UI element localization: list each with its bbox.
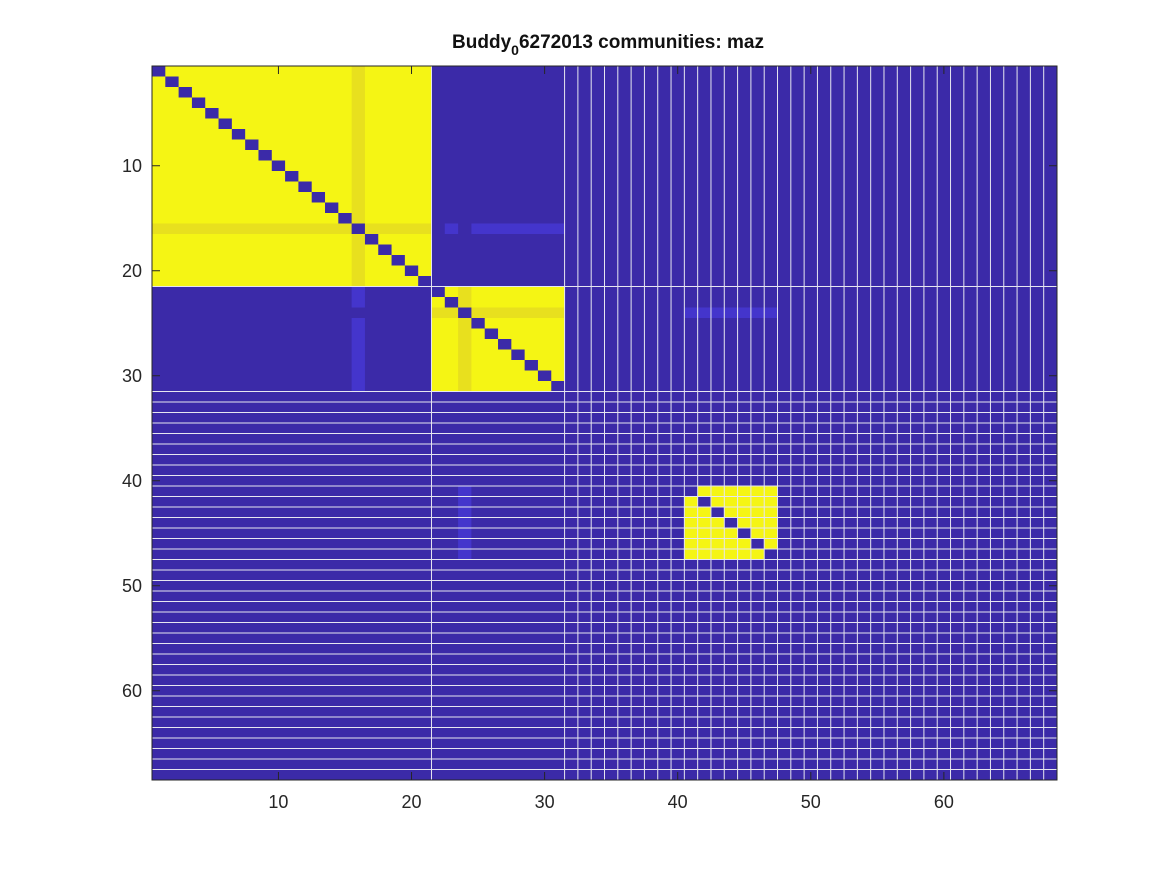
diagonal-cell	[551, 381, 565, 392]
diagonal-cell	[1003, 738, 1018, 749]
diagonal-cell	[444, 297, 459, 308]
diagonal-cell	[990, 727, 1004, 738]
diagonal-cell	[218, 118, 232, 129]
y-tick-label: 40	[122, 471, 142, 491]
highlight-row-strip-4-1	[684, 307, 778, 318]
diagonal-cell	[524, 360, 538, 371]
diagonal-cell	[591, 412, 605, 423]
diagonal-cell	[817, 591, 831, 602]
y-axis: 10 20 30 40 50 60	[122, 156, 1057, 701]
diagonal-cell	[977, 717, 991, 728]
diagonal-cell	[458, 307, 472, 318]
diagonal-cell	[790, 570, 805, 581]
diagonal-cell	[830, 601, 845, 612]
diagonal-cell	[897, 654, 911, 665]
diagonal-cell	[325, 202, 339, 213]
diagonal-cell	[657, 465, 672, 476]
diagonal-cell	[338, 213, 352, 224]
diagonal-cell	[152, 66, 166, 77]
highlight-row-strip-2-1	[431, 307, 565, 318]
highlight-col-strip-3-1	[351, 286, 365, 308]
y-tick-label: 60	[122, 681, 142, 701]
diagonal-cell	[378, 244, 392, 255]
x-tick-label: 30	[535, 792, 555, 812]
diagonal-cell	[777, 559, 791, 570]
chart-title-subscript: 0	[511, 42, 519, 58]
diagonal-cell	[883, 643, 898, 654]
chart-title-rest: 6272013 communities: maz	[519, 32, 764, 53]
diagonal-cell	[724, 517, 738, 528]
diagonal-cell	[191, 97, 206, 108]
diagonal-cell	[963, 706, 978, 717]
diagonal-cell	[750, 538, 765, 549]
highlight-row-strip-1-1	[152, 223, 432, 234]
highlight-col-strip-2-1	[458, 286, 472, 392]
diagonal-cell	[245, 139, 259, 150]
diagonal-cell	[577, 402, 592, 413]
diagonal-cell	[684, 486, 698, 497]
diagonal-cell	[404, 265, 419, 276]
diagonal-cell	[258, 150, 272, 161]
diagonal-cell	[391, 255, 405, 266]
x-tick-label: 40	[668, 792, 688, 812]
diagonal-cell	[364, 234, 379, 245]
diagonal-cell	[205, 108, 219, 119]
diagonal-cell	[285, 171, 299, 182]
diagonal-cell	[631, 444, 645, 455]
diagonal-cell	[431, 286, 445, 297]
diagonal-cell	[617, 433, 632, 444]
x-axis: 10 20 30 40 50 60	[268, 66, 954, 812]
diagonal-cell	[644, 454, 658, 465]
diagonal-cell	[471, 318, 485, 329]
x-tick-label: 60	[934, 792, 954, 812]
diagonal-cell	[857, 622, 871, 633]
diagonal-cell	[844, 612, 858, 623]
x-tick-label: 10	[268, 792, 288, 812]
diagonal-cell	[178, 87, 192, 98]
highlight-row-strip-3-1	[444, 223, 459, 234]
diagonal-cell	[804, 580, 818, 591]
highlight-row-strip-3-2	[471, 223, 565, 234]
diagonal-cell	[910, 664, 924, 675]
diagonal-cell	[165, 76, 179, 87]
chart-title: Buddy06272013 communities: maz	[452, 32, 764, 58]
y-tick-label: 20	[122, 261, 142, 281]
diagonal-cell	[351, 223, 365, 234]
diagonal-cell	[710, 507, 725, 518]
diagonal-cell	[1017, 748, 1031, 759]
x-tick-label: 20	[402, 792, 422, 812]
diagonal-cell	[1043, 769, 1057, 780]
community-separators	[152, 66, 1057, 780]
diagonal-cell	[671, 475, 685, 486]
y-tick-label: 50	[122, 576, 142, 596]
diagonal-cell	[697, 496, 711, 507]
y-tick-label: 10	[122, 156, 142, 176]
highlight-col-strip-4-1	[458, 486, 472, 560]
diagonal-cell	[311, 192, 326, 203]
chart-title-main: Buddy	[452, 32, 512, 53]
diagonal-cell	[950, 696, 964, 707]
highlight-col-strip-1-1	[351, 66, 365, 287]
diagonal-cell	[923, 675, 938, 686]
diagonal-cell	[271, 160, 286, 171]
diagonal-cell	[537, 370, 552, 381]
diagonal-cell	[511, 349, 525, 360]
highlight-col-strip-3-2	[351, 318, 365, 392]
y-tick-label: 30	[122, 366, 142, 386]
x-tick-label: 50	[801, 792, 821, 812]
diagonal-cell	[870, 633, 884, 644]
diagonal-cell	[604, 423, 618, 434]
diagonal-cell	[737, 528, 751, 539]
diagonal-cell	[564, 391, 578, 402]
diagonal-cell	[498, 339, 512, 350]
diagonal-cell	[231, 129, 246, 140]
diagonal-cell	[937, 685, 951, 696]
diagonal-cell	[764, 549, 778, 560]
diagonal-cell	[298, 181, 312, 192]
diagonal-cell	[418, 276, 432, 287]
axes-frame	[151, 65, 1058, 781]
diagonal-cell	[1030, 759, 1044, 770]
diagonal-cell	[484, 328, 499, 339]
